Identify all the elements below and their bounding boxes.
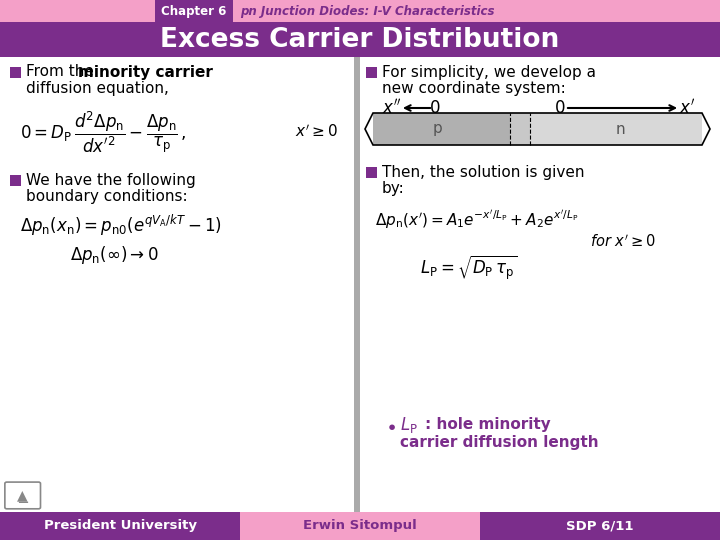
Text: minority carrier: minority carrier bbox=[78, 64, 213, 79]
Text: $\bullet$: $\bullet$ bbox=[385, 415, 396, 435]
Text: : hole minority: : hole minority bbox=[425, 417, 551, 433]
Text: $0$: $0$ bbox=[554, 99, 566, 117]
Text: $x' \geq 0$: $x' \geq 0$ bbox=[295, 124, 338, 140]
Bar bbox=[0, 57, 720, 512]
Text: $x''$: $x''$ bbox=[382, 98, 401, 118]
Bar bbox=[366, 67, 377, 78]
Text: carrier diffusion length: carrier diffusion length bbox=[400, 435, 598, 450]
Text: ━━: ━━ bbox=[18, 498, 27, 508]
Bar bbox=[155, 0, 233, 22]
Text: $0$: $0$ bbox=[429, 99, 441, 117]
Bar bbox=[510, 113, 530, 145]
Text: by:: by: bbox=[382, 181, 405, 197]
Bar bbox=[0, 22, 720, 57]
Bar bbox=[10, 175, 21, 186]
Text: $0 = D_\mathrm{P}\,\dfrac{d^2\Delta p_\mathrm{n}}{dx'^2} - \dfrac{\Delta p_\math: $0 = D_\mathrm{P}\,\dfrac{d^2\Delta p_\m… bbox=[20, 109, 186, 154]
Bar bbox=[240, 512, 480, 540]
Text: diffusion equation,: diffusion equation, bbox=[26, 82, 169, 97]
Bar bbox=[0, 0, 720, 22]
Text: For simplicity, we develop a: For simplicity, we develop a bbox=[382, 64, 596, 79]
Bar bbox=[480, 512, 720, 540]
Bar bbox=[354, 57, 360, 512]
Text: SDP 6/11: SDP 6/11 bbox=[566, 519, 634, 532]
Bar bbox=[0, 512, 240, 540]
Text: boundary conditions:: boundary conditions: bbox=[26, 190, 188, 205]
Text: Erwin Sitompul: Erwin Sitompul bbox=[303, 519, 417, 532]
Text: From the: From the bbox=[26, 64, 99, 79]
Text: We have the following: We have the following bbox=[26, 172, 196, 187]
Text: President University: President University bbox=[43, 519, 197, 532]
Text: Excess Carrier Distribution: Excess Carrier Distribution bbox=[161, 27, 559, 53]
Text: n: n bbox=[615, 122, 625, 137]
Text: $L_\mathrm{P} = \sqrt{D_\mathrm{P}\,\tau_\mathrm{p}}$: $L_\mathrm{P} = \sqrt{D_\mathrm{P}\,\tau… bbox=[420, 254, 517, 282]
Text: ▲: ▲ bbox=[17, 488, 28, 502]
Text: pn Junction Diodes: I-V Characteristics: pn Junction Diodes: I-V Characteristics bbox=[240, 4, 495, 17]
Text: for $x' \geq 0$: for $x' \geq 0$ bbox=[590, 234, 656, 251]
Text: $\Delta p_\mathrm{n}(\infty) \rightarrow 0$: $\Delta p_\mathrm{n}(\infty) \rightarrow… bbox=[70, 244, 158, 266]
Text: $\Delta p_\mathrm{n}(x') = A_1 e^{-x'/L_\mathrm{P}} + A_2 e^{x'/L_\mathrm{P}}$: $\Delta p_\mathrm{n}(x') = A_1 e^{-x'/L_… bbox=[375, 209, 578, 231]
Text: new coordinate system:: new coordinate system: bbox=[382, 82, 566, 97]
Bar bbox=[366, 167, 377, 178]
Text: Chapter 6: Chapter 6 bbox=[161, 4, 227, 17]
Bar bbox=[373, 113, 510, 145]
Text: p: p bbox=[433, 122, 442, 137]
Bar bbox=[530, 113, 702, 145]
Text: $\Delta p_\mathrm{n}(x_\mathrm{n}) = p_\mathrm{n0}(e^{qV_\mathrm{A}/kT}-1)$: $\Delta p_\mathrm{n}(x_\mathrm{n}) = p_\… bbox=[20, 212, 222, 238]
Text: $L_\mathrm{P}$: $L_\mathrm{P}$ bbox=[400, 415, 418, 435]
Text: Then, the solution is given: Then, the solution is given bbox=[382, 165, 585, 179]
Bar bbox=[10, 67, 21, 78]
Text: $x'$: $x'$ bbox=[679, 98, 695, 118]
